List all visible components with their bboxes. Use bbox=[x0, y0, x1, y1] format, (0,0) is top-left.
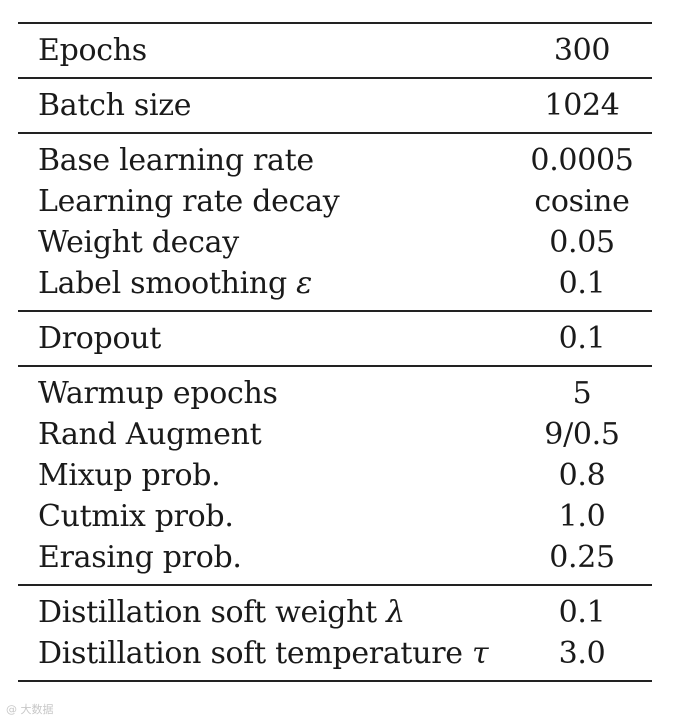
table-group: Epochs 300 bbox=[18, 24, 652, 77]
param-name: Label smoothing ε bbox=[18, 263, 312, 304]
param-label: Distillation soft temperature bbox=[38, 636, 463, 671]
table-row: Learning rate decay cosine bbox=[18, 181, 652, 222]
table-rule bbox=[18, 680, 652, 682]
table-row: Distillation soft temperature τ 3.0 bbox=[18, 633, 652, 674]
table-row: Rand Augment 9/0.5 bbox=[18, 414, 652, 455]
param-value: 0.8 bbox=[558, 458, 606, 493]
param-label: Batch size bbox=[38, 88, 192, 123]
table-row: Dropout 0.1 bbox=[18, 318, 652, 359]
table-rule bbox=[18, 310, 652, 312]
param-name: Batch size bbox=[18, 85, 192, 126]
watermark: @ 大数据 bbox=[6, 703, 54, 716]
table-group: Batch size 1024 bbox=[18, 79, 652, 132]
param-label: Weight decay bbox=[38, 225, 239, 260]
param-name: Rand Augment bbox=[18, 414, 262, 455]
param-value: 0.0005 bbox=[530, 143, 634, 178]
param-value: 1.0 bbox=[558, 499, 606, 534]
param-name: Distillation soft temperature τ bbox=[18, 633, 489, 674]
table-row: Erasing prob. 0.25 bbox=[18, 537, 652, 578]
param-value: 0.25 bbox=[549, 540, 615, 575]
param-label: Mixup prob. bbox=[38, 458, 221, 493]
param-value: 0.1 bbox=[558, 321, 606, 356]
table-row: Cutmix prob. 1.0 bbox=[18, 496, 652, 537]
param-name: Warmup epochs bbox=[18, 373, 278, 414]
table-group: Base learning rate 0.0005 Learning rate de… bbox=[18, 134, 652, 310]
table-group: Distillation soft weight λ 0.1 Distillatio… bbox=[18, 586, 652, 680]
table-row: Base learning rate 0.0005 bbox=[18, 140, 652, 181]
param-name: Epochs bbox=[18, 30, 147, 71]
param-symbol: λ bbox=[386, 595, 405, 630]
table-rule bbox=[18, 584, 652, 586]
param-name: Dropout bbox=[18, 318, 161, 359]
param-value: 300 bbox=[553, 33, 611, 68]
param-symbol: ε bbox=[296, 266, 312, 301]
table-row: Batch size 1024 bbox=[18, 85, 652, 126]
param-name: Erasing prob. bbox=[18, 537, 242, 578]
param-label: Erasing prob. bbox=[38, 540, 242, 575]
param-label: Label smoothing bbox=[38, 266, 287, 301]
table-rule bbox=[18, 132, 652, 134]
table-group: Warmup epochs 5 Rand Augment 9/0.5 Mixup pro… bbox=[18, 367, 652, 584]
param-name: Mixup prob. bbox=[18, 455, 221, 496]
param-value: 0.1 bbox=[558, 266, 606, 301]
param-value: 3.0 bbox=[558, 636, 606, 671]
hyperparameter-table: Epochs 300 Batch size 1024 Base learning rat… bbox=[18, 22, 652, 682]
param-label: Base learning rate bbox=[38, 143, 314, 178]
table-rule bbox=[18, 22, 652, 24]
param-name: Weight decay bbox=[18, 222, 239, 263]
param-name: Distillation soft weight λ bbox=[18, 592, 405, 633]
param-value: 0.05 bbox=[549, 225, 615, 260]
param-label: Learning rate decay bbox=[38, 184, 340, 219]
table-group: Dropout 0.1 bbox=[18, 312, 652, 365]
param-value: 1024 bbox=[544, 88, 620, 123]
table-rule bbox=[18, 77, 652, 79]
param-symbol: τ bbox=[471, 636, 489, 671]
param-label: Cutmix prob. bbox=[38, 499, 234, 534]
table-rule bbox=[18, 365, 652, 367]
param-label: Rand Augment bbox=[38, 417, 262, 452]
param-name: Cutmix prob. bbox=[18, 496, 234, 537]
table-row: Distillation soft weight λ 0.1 bbox=[18, 592, 652, 633]
table-row: Epochs 300 bbox=[18, 30, 652, 71]
param-label: Epochs bbox=[38, 33, 147, 68]
table-row: Mixup prob. 0.8 bbox=[18, 455, 652, 496]
table-row: Label smoothing ε 0.1 bbox=[18, 263, 652, 304]
param-label: Dropout bbox=[38, 321, 161, 356]
param-value: 0.1 bbox=[558, 595, 606, 630]
param-label: Distillation soft weight bbox=[38, 595, 377, 630]
param-name: Learning rate decay bbox=[18, 181, 340, 222]
param-value: cosine bbox=[534, 184, 630, 219]
param-value: 5 bbox=[572, 376, 592, 411]
param-name: Base learning rate bbox=[18, 140, 314, 181]
table-row: Weight decay 0.05 bbox=[18, 222, 652, 263]
param-value: 9/0.5 bbox=[544, 417, 620, 452]
param-label: Warmup epochs bbox=[38, 376, 278, 411]
table-row: Warmup epochs 5 bbox=[18, 373, 652, 414]
